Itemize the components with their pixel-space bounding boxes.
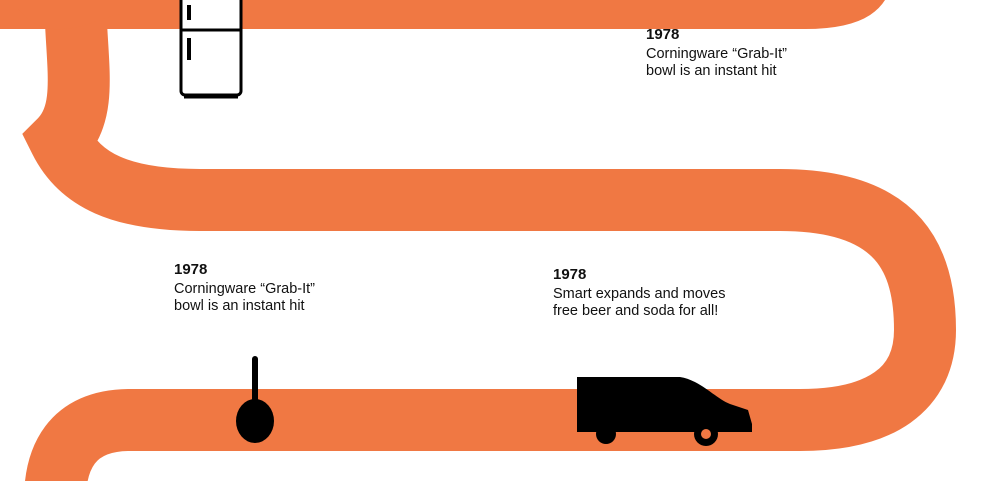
timeline-ribbon [0,0,957,481]
ladle-icon [236,356,274,443]
milestone-middle-right: 1978 Smart expands and moves free beer a… [553,266,793,321]
milestone-description: Corningware “Grab-It” bowl is an instant… [646,46,788,80]
refrigerator-icon [179,0,243,99]
milestone-description: Corningware “Grab-It” bowl is an instant… [174,281,316,315]
milestone-middle-left: 1978 Corningware “Grab-It” bowl is an in… [174,261,384,316]
milestone-year: 1978 [553,266,587,283]
taxi-icon [577,377,752,446]
milestone-year: 1978 [646,26,680,43]
milestone-top-right: 1978 Corningware “Grab-It” bowl is an in… [646,26,846,81]
timeline-ribbon-top [18,0,872,30]
milestone-year: 1978 [174,261,208,278]
milestone-description: Smart expands and moves free beer and so… [553,286,726,320]
